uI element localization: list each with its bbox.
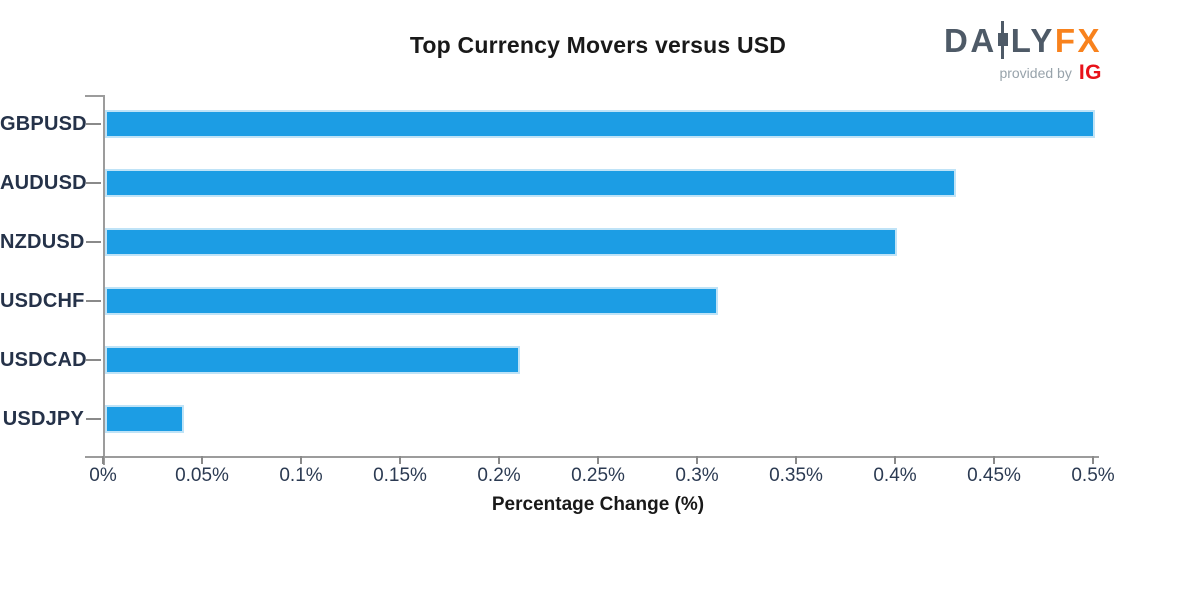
x-tick-label-0.3%: 0.3%: [675, 465, 719, 486]
x-tick-label-0.4%: 0.4%: [873, 465, 917, 486]
y-tick-usdjpy: [86, 418, 101, 420]
x-tick-0.5%: [1092, 456, 1094, 464]
x-tick-label-0%: 0%: [89, 465, 117, 486]
x-tick-label-0.45%: 0.45%: [967, 465, 1021, 486]
x-tick-label-0.35%: 0.35%: [769, 465, 823, 486]
bar-usdcad: [104, 346, 521, 374]
y-tick-gbpusd: [86, 123, 101, 125]
candle-body: [997, 33, 1008, 46]
x-tick-0.4%: [894, 456, 896, 464]
y-tick-label-audusd: AUDUSD: [0, 172, 87, 194]
chart-title: Top Currency Movers versus USD: [409, 32, 787, 58]
y-tick-label-gbpusd: GBPUSD: [0, 113, 87, 135]
x-tick-label-0.25%: 0.25%: [571, 465, 625, 486]
dailyfx-logo: DA LY FX provided by IG: [944, 21, 1102, 85]
x-tick-0.1%: [300, 456, 302, 464]
provided-by-text: provided by: [999, 65, 1072, 81]
x-axis-label: Percentage Change (%): [491, 494, 705, 515]
x-tick-label-0.2%: 0.2%: [477, 465, 521, 486]
x-tick-label-0.5%: 0.5%: [1071, 465, 1115, 486]
y-tick-audusd: [86, 182, 101, 184]
y-tick-label-usdcad: USDCAD: [0, 349, 87, 371]
x-tick-0.25%: [597, 456, 599, 464]
bar-nzdusd: [104, 228, 897, 256]
provided-by-row: provided by IG: [944, 61, 1102, 85]
x-tick-0%: [102, 456, 104, 464]
y-tick-nzdusd: [86, 241, 101, 243]
x-tick-0.45%: [993, 456, 995, 464]
x-tick-0.15%: [399, 456, 401, 464]
x-tick-label-0.1%: 0.1%: [279, 465, 323, 486]
x-tick-0.3%: [696, 456, 698, 464]
y-axis-line: [103, 95, 105, 465]
x-tick-0.05%: [201, 456, 203, 464]
logo-text-ly: LY: [1010, 22, 1055, 59]
bar-usdjpy: [104, 405, 184, 433]
logo-text-fx: FX: [1054, 22, 1102, 59]
y-tick-label-nzdusd: NZDUSD: [0, 231, 85, 253]
y-axis-end-tick: [85, 95, 103, 97]
ig-logo: IG: [1078, 61, 1102, 84]
x-tick-0.2%: [498, 456, 500, 464]
x-tick-label-0.05%: 0.05%: [175, 465, 229, 486]
dailyfx-wordmark: DA LY FX: [944, 21, 1102, 60]
bar-gbpusd: [104, 110, 1095, 138]
y-tick-label-usdjpy: USDJPY: [2, 408, 84, 430]
candlestick-icon: [997, 21, 1008, 59]
x-tick-0.35%: [795, 456, 797, 464]
bar-audusd: [104, 169, 956, 197]
y-tick-label-usdchf: USDCHF: [0, 290, 85, 312]
y-tick-usdchf: [86, 300, 101, 302]
bar-usdchf: [104, 287, 719, 315]
x-axis-line: [85, 456, 1099, 458]
logo-text-da: DA: [944, 22, 997, 59]
y-tick-usdcad: [86, 359, 101, 361]
x-tick-label-0.15%: 0.15%: [373, 465, 427, 486]
